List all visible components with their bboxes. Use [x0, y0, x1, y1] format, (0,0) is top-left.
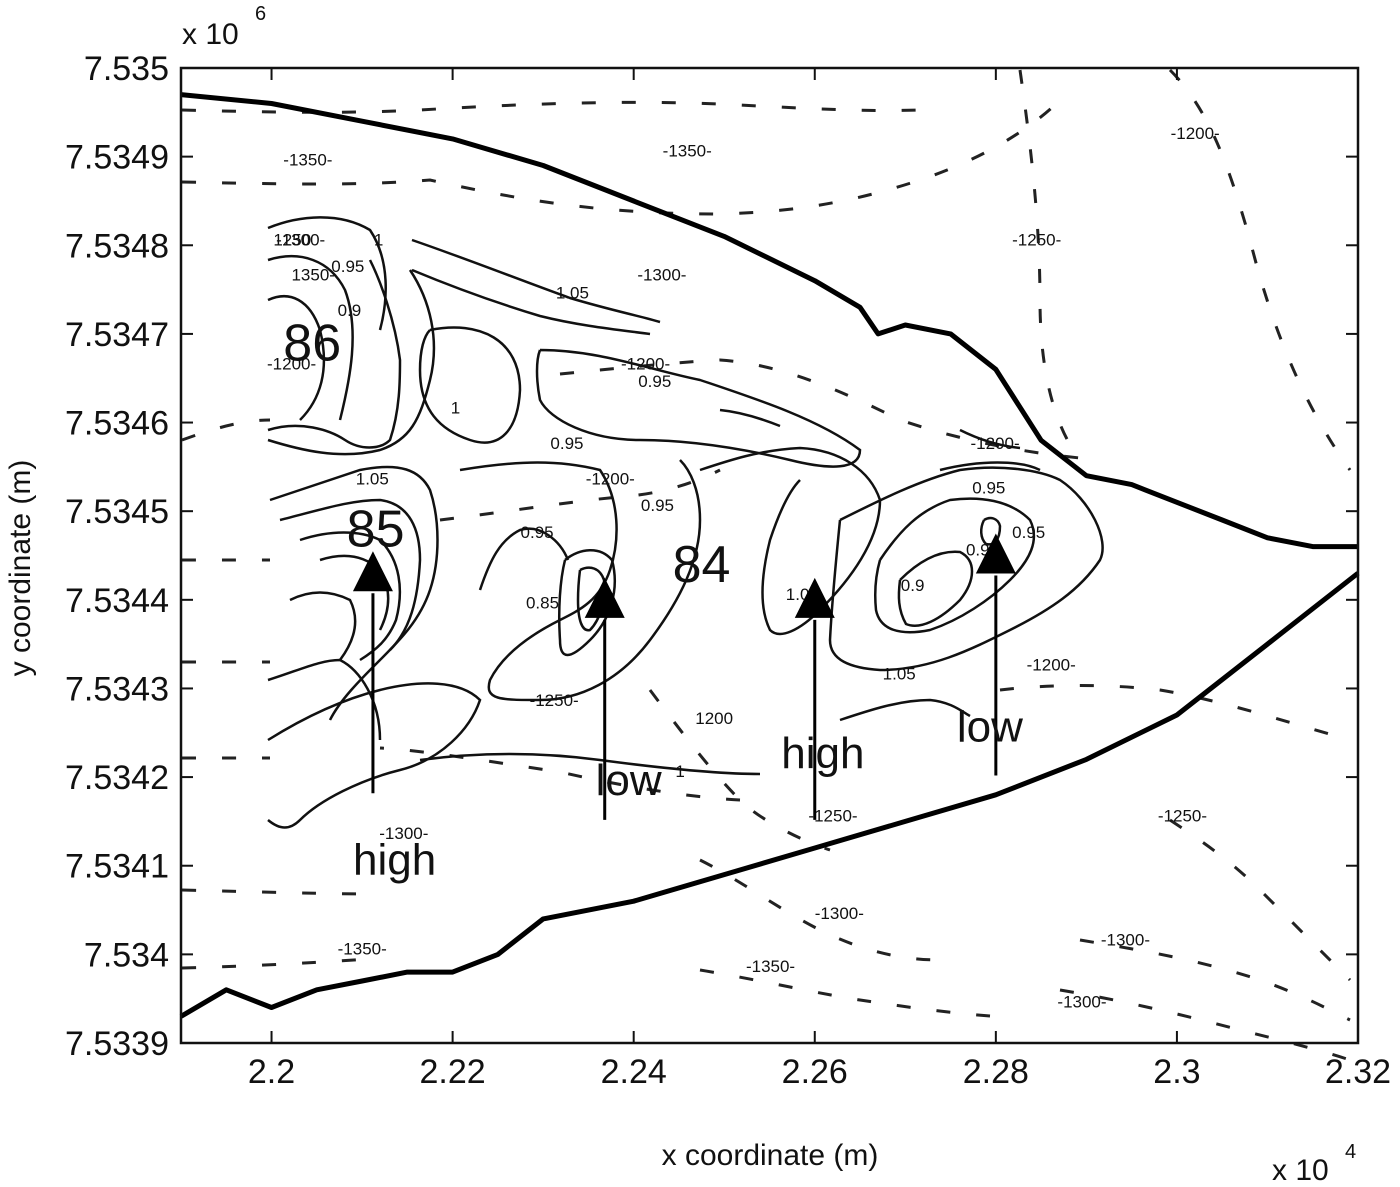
contour-label: -1250- — [808, 806, 857, 825]
contour-label: 0.95 — [638, 372, 671, 391]
y-tick-label: 7.5348 — [65, 227, 169, 265]
contour-label: -1200- — [267, 354, 316, 373]
y-tick-label: 7.5345 — [65, 493, 169, 531]
x-tick-label: 2.28 — [963, 1053, 1029, 1091]
y-multiplier-exponent: 6 — [255, 3, 266, 25]
contour-label: -1200- — [621, 354, 670, 373]
stations — [352, 533, 1016, 820]
x-tick-label: 2.26 — [782, 1053, 848, 1091]
plot-frame — [179, 66, 1360, 1045]
contour-label: -1300- — [276, 230, 325, 249]
station-marker — [794, 577, 835, 618]
x-multiplier-exponent: 4 — [1345, 1141, 1356, 1163]
x-tick-label: 2.32 — [1325, 1053, 1391, 1091]
y-axis-ticks: 7.5339 7.534 7.5341 7.5342 7.5343 7.5344 7.534… — [65, 50, 1358, 1063]
x-tick-label: 2.24 — [601, 1053, 667, 1091]
boundary-north — [180, 92, 1358, 550]
contour-label: -1350- — [283, 151, 332, 170]
y-axis-label: y coordinate (m) — [4, 460, 37, 677]
contour-label: 1250 — [273, 230, 311, 249]
contour-label: 1 — [675, 762, 684, 781]
contour-label: 1350- — [291, 266, 334, 285]
contour-label: -1300- — [815, 904, 864, 923]
contour-label: 0.95 — [1012, 523, 1045, 542]
contour-labels: -1350- -1300- -1350- -1300- -1250- -1200- 1.05… — [267, 124, 1220, 1012]
contour-label: 1 — [374, 230, 383, 249]
contour-label: -1300- — [1101, 931, 1150, 950]
x-tick-label: 2.22 — [420, 1053, 486, 1091]
contour-label: -1300- — [1057, 993, 1106, 1012]
contour-label: -1250- — [530, 691, 579, 710]
contour-label: -1350- — [338, 939, 387, 958]
annotations: 86 85 84 high low high low — [283, 315, 1023, 885]
contour-label: -1250- — [1012, 230, 1061, 249]
y-tick-label: 7.535 — [84, 50, 169, 88]
contour-label: 1200 — [695, 709, 733, 728]
station-marker — [584, 577, 625, 618]
contour-label: 1.05 — [556, 283, 589, 302]
x-tick-label: 2.3 — [1153, 1053, 1200, 1091]
peak-label: 84 — [673, 536, 731, 594]
contour-label: 1 — [451, 399, 460, 418]
y-tick-label: 7.5349 — [65, 139, 169, 177]
peak-label: 86 — [283, 315, 341, 373]
contour-label: 0.95 — [331, 257, 364, 276]
ice-dome-boundary — [179, 92, 1360, 1019]
contour-label: 0.9 — [901, 576, 925, 595]
contour-label: -1350- — [663, 142, 712, 161]
y-tick-label: 7.5341 — [65, 848, 169, 886]
contour-label: 0.95 — [521, 523, 554, 542]
y-tick-label: 7.5342 — [65, 759, 169, 797]
contour-label: -1250- — [1158, 806, 1207, 825]
y-tick-label: 7.5344 — [65, 582, 169, 620]
contour-label: 0.9 — [338, 301, 362, 320]
contour-label: 0.95 — [972, 478, 1005, 497]
y-tick-label: 7.5347 — [65, 316, 169, 354]
x-axis-ticks: 2.2 2.22 2.24 2.26 2.28 2.3 2.32 — [248, 68, 1391, 1091]
station-label: low — [596, 756, 662, 805]
contour-label: -1200- — [1027, 656, 1076, 675]
x-multiplier: x 10 — [1272, 1154, 1329, 1187]
boundary-south — [179, 571, 1360, 1019]
y-tick-label: 7.5339 — [65, 1025, 169, 1063]
contour-label: 0.95 — [550, 434, 583, 453]
x-tick-label: 2.2 — [248, 1053, 295, 1091]
contour-label: -1350- — [746, 957, 795, 976]
contour-label: 0.85 — [526, 594, 559, 613]
dashed-contours — [181, 68, 1352, 1062]
contour-label: 1.05 — [883, 665, 916, 684]
station-label: high — [353, 836, 436, 885]
contour-label: 0.95 — [641, 496, 674, 515]
y-tick-label: 7.534 — [84, 936, 169, 974]
solid-contours — [267, 216, 1104, 829]
contour-label: 1.05 — [356, 470, 389, 489]
x-axis-label: x coordinate (m) — [662, 1139, 879, 1172]
y-tick-label: 7.5343 — [65, 670, 169, 708]
contour-label: -1200- — [1171, 124, 1220, 143]
station-marker — [352, 551, 393, 592]
contour-label: -1200- — [586, 470, 635, 489]
contour-label: -1300- — [379, 824, 428, 843]
contour-label: -1300- — [637, 266, 686, 285]
station-marker — [975, 533, 1016, 574]
peak-label: 85 — [347, 501, 405, 559]
contour-label: -1200- — [970, 434, 1019, 453]
y-multiplier: x 10 — [182, 18, 239, 51]
contour-label: 0.9 — [966, 541, 990, 560]
y-tick-label: 7.5346 — [65, 405, 169, 443]
station-label: high — [781, 729, 864, 778]
station-label: low — [957, 703, 1023, 752]
